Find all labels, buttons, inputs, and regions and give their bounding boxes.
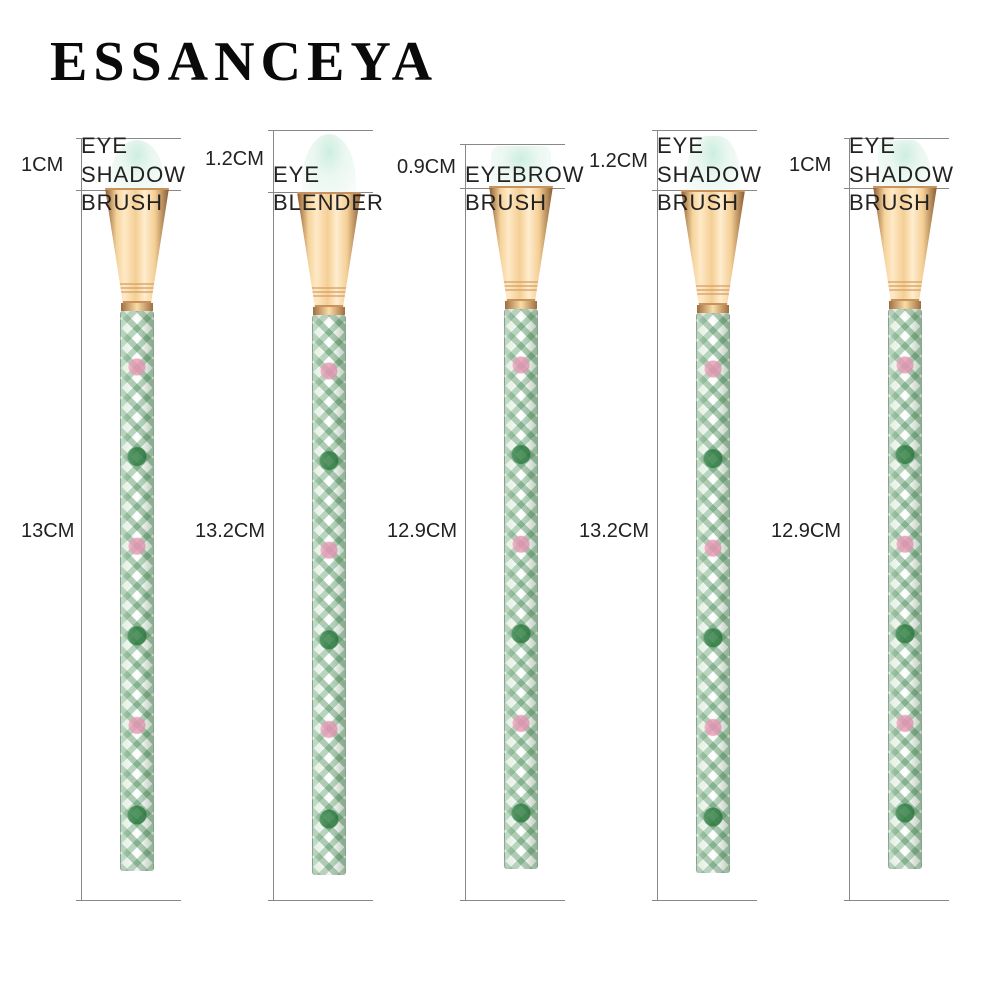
brush-label-l1: EYE SHADOW	[81, 132, 211, 189]
brush	[298, 140, 360, 900]
brush-collar	[505, 301, 537, 309]
tip-dim: 1CM	[21, 154, 63, 177]
brush	[490, 140, 552, 900]
brush-collar	[121, 303, 153, 311]
brush-label-l1: EYE SHADOW	[849, 132, 979, 189]
tip-dim: 1CM	[789, 154, 831, 177]
brush-label-l2: BRUSH	[81, 189, 211, 218]
brush-label-l1: EYE SHADOW	[657, 132, 787, 189]
brush-collar	[889, 301, 921, 309]
brand-logo: ESSANCEYA	[50, 30, 438, 94]
brush-label: EYE SHADOW BRUSH	[657, 132, 787, 218]
len-dim: 13.2CM	[195, 520, 265, 543]
tip-dim: 1.2CM	[205, 148, 264, 171]
tip-dim: 1.2CM	[589, 150, 648, 173]
brush	[106, 140, 168, 900]
brush-collar	[313, 307, 345, 315]
brush-label: EYE SHADOW BRUSH	[81, 132, 211, 218]
brush	[874, 140, 936, 900]
brush-handle	[312, 315, 346, 875]
brush-label-l2: BRUSH	[849, 189, 979, 218]
brush-label-l2: BLENDER	[273, 189, 384, 218]
brush-label-l2: BRUSH	[465, 189, 584, 218]
len-dim: 12.9CM	[771, 520, 841, 543]
brush-label-l1: EYE	[273, 161, 384, 190]
brush-handle	[120, 311, 154, 871]
brush	[682, 140, 744, 900]
brush-label-l2: BRUSH	[657, 189, 787, 218]
brush-label: EYE SHADOW BRUSH	[849, 132, 979, 218]
brush-handle	[696, 313, 730, 873]
brush-label-l1: EYEBROW	[465, 161, 584, 190]
brush-label: EYEBROW BRUSH	[465, 161, 584, 218]
len-dim: 12.9CM	[387, 520, 457, 543]
brush-handle	[504, 309, 538, 869]
len-dim: 13.2CM	[579, 520, 649, 543]
brush-handle	[888, 309, 922, 869]
len-dim: 13CM	[21, 520, 74, 543]
tip-dim: 0.9CM	[397, 156, 456, 179]
brush-label: EYE BLENDER	[273, 161, 384, 218]
brush-collar	[697, 305, 729, 313]
